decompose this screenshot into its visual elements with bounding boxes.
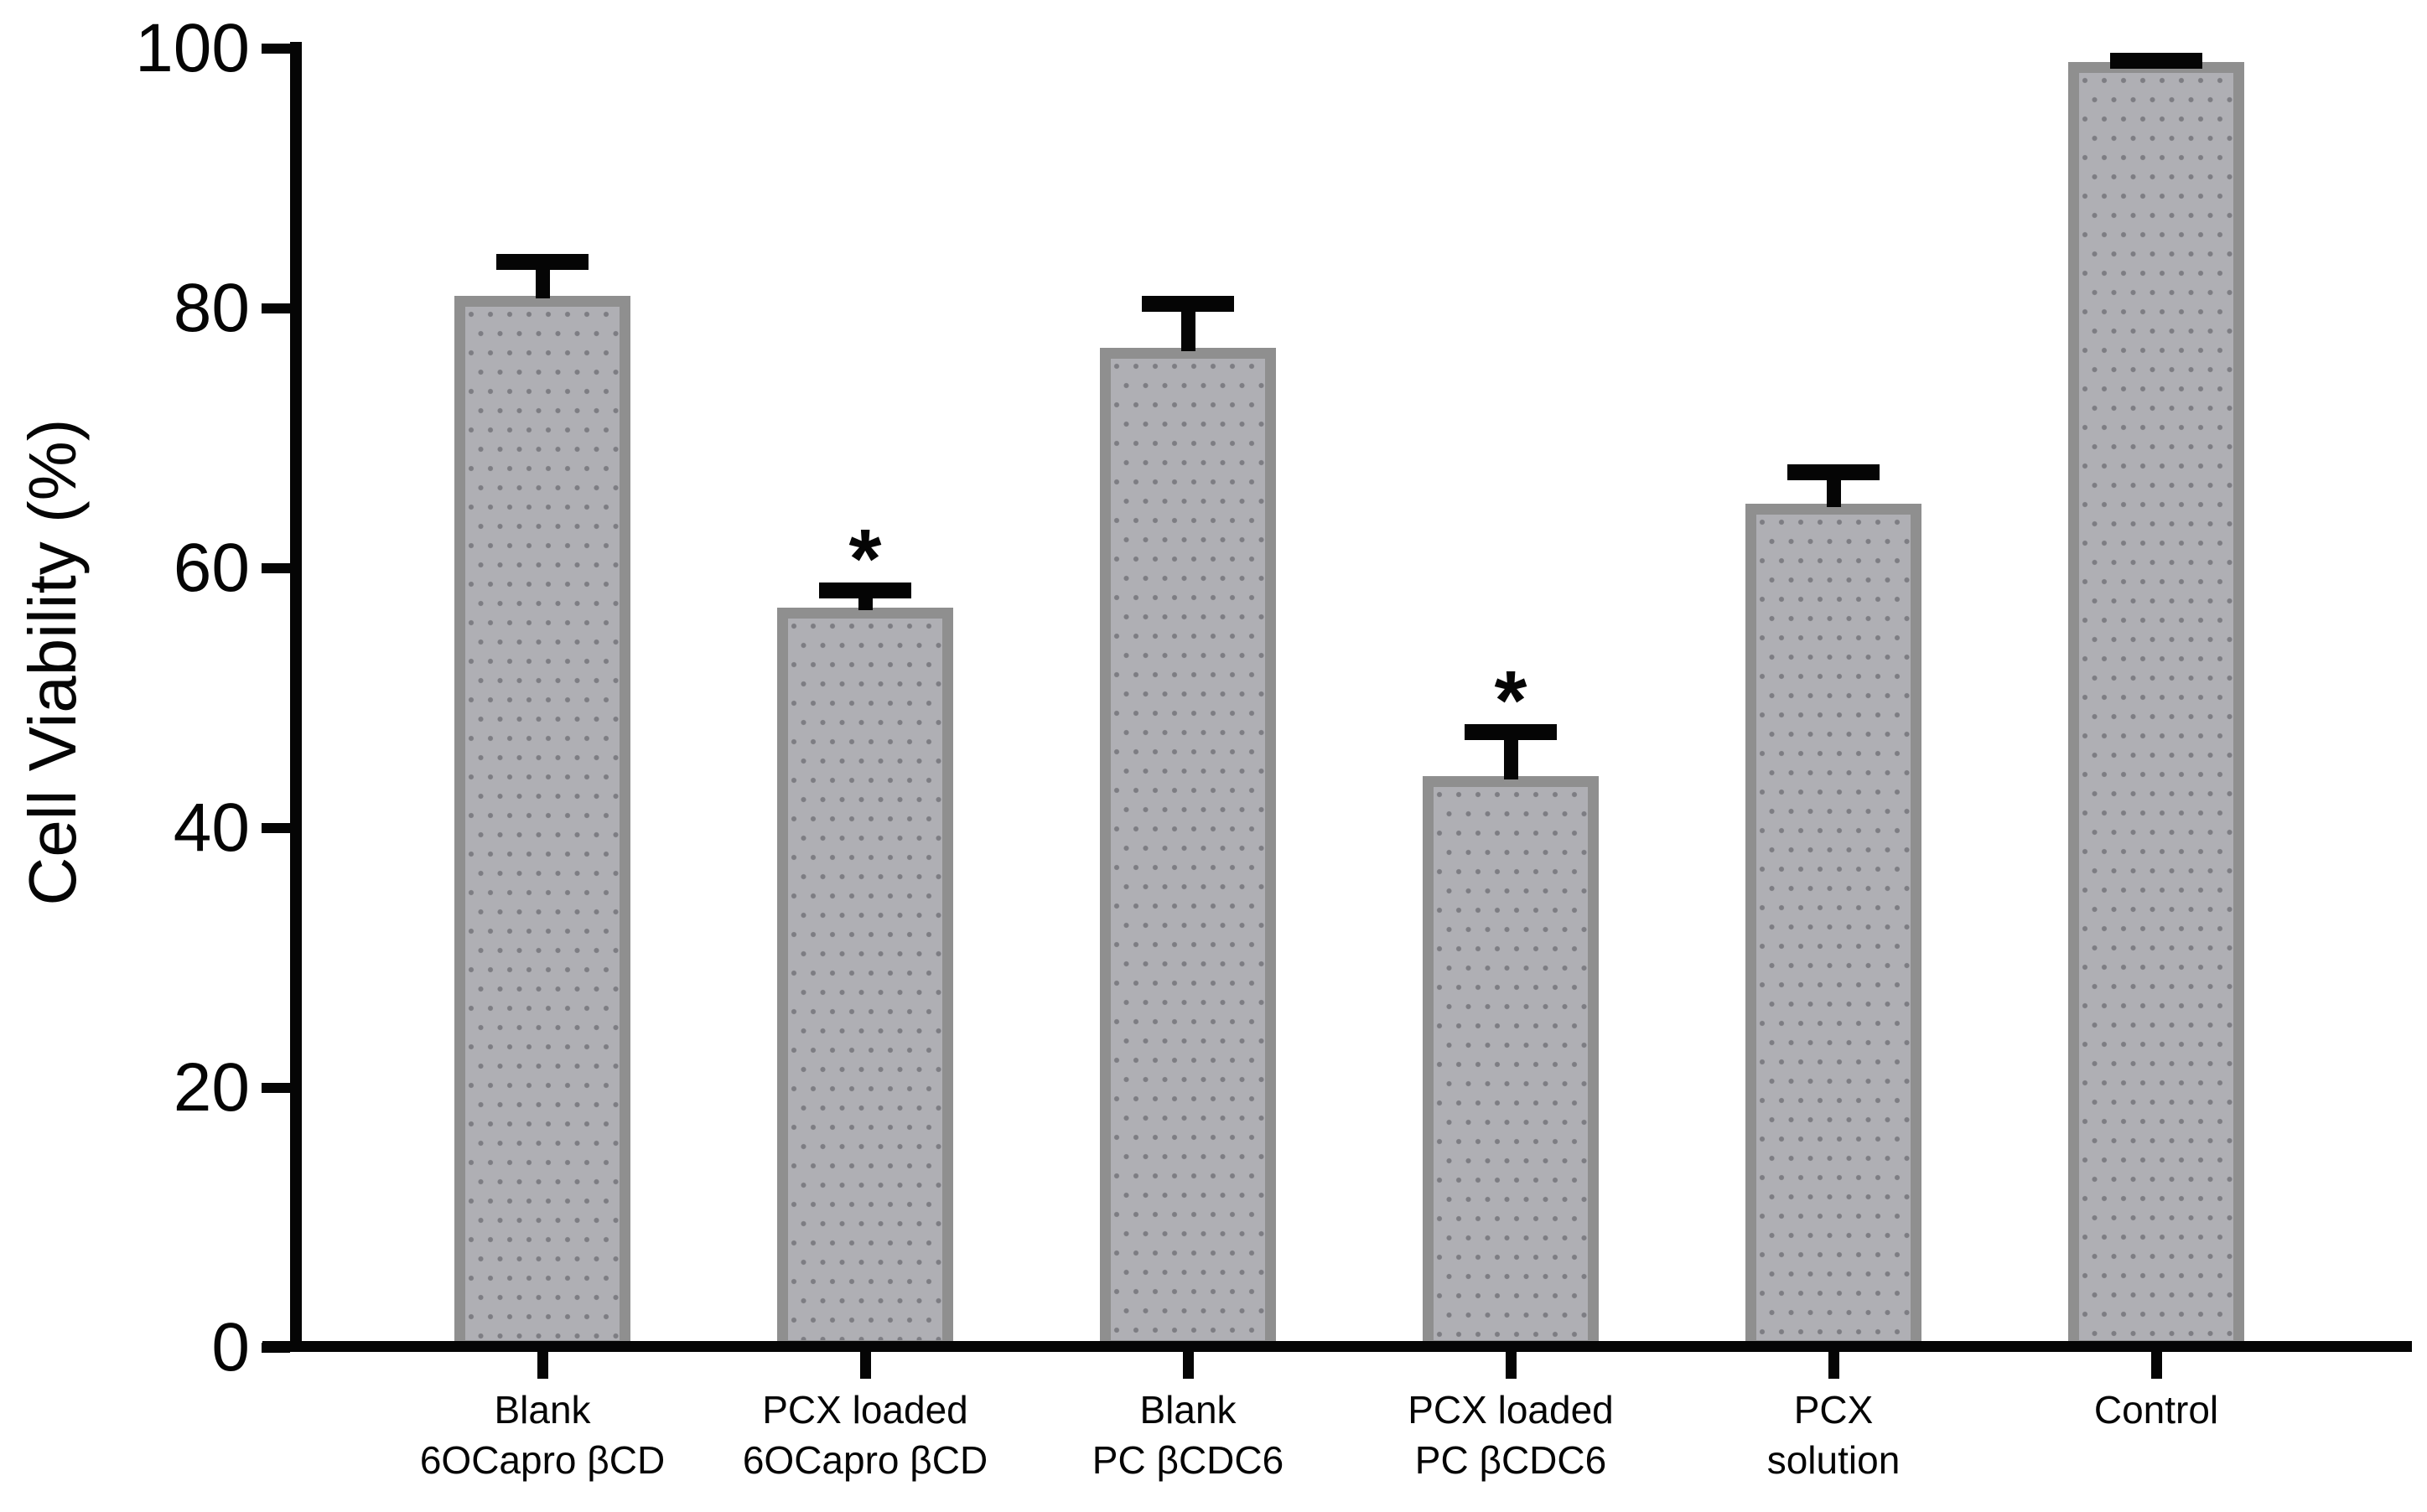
x-category-label: Blank PC βCDC6 — [1092, 1385, 1284, 1485]
error-bar-stem — [535, 267, 550, 299]
error-bar-cap — [1142, 295, 1234, 312]
x-tick-mark — [859, 1352, 871, 1379]
y-tick-label: 60 — [173, 530, 250, 606]
x-category-label-line: PCX loaded — [762, 1388, 968, 1432]
bar — [1745, 503, 1921, 1351]
y-tick-label: 20 — [173, 1049, 250, 1126]
y-tick-mark — [262, 303, 290, 313]
significance-asterisk: * — [1494, 654, 1527, 748]
y-tick-mark — [262, 563, 290, 573]
bar — [1100, 347, 1276, 1351]
x-category-label: PCX loaded PC βCDC6 — [1408, 1385, 1614, 1485]
error-bar-cap — [496, 253, 589, 270]
error-bar-stem — [858, 597, 873, 611]
y-tick-mark — [262, 823, 290, 833]
y-tick-mark — [262, 1083, 290, 1093]
error-bar-cap — [1787, 464, 1880, 480]
bar — [454, 295, 630, 1351]
error-bar-stem — [1503, 738, 1518, 779]
x-tick-mark — [537, 1352, 548, 1379]
x-category-label-line: PCX — [1793, 1388, 1874, 1432]
x-category-label: PCX solution — [1767, 1385, 1901, 1485]
error-bar-stem — [1180, 309, 1195, 351]
x-tick-mark — [1182, 1352, 1194, 1379]
bar — [777, 607, 953, 1351]
x-category-label-line: solution — [1766, 1438, 1901, 1482]
x-category-label-line: 6OCapro βCD — [419, 1438, 666, 1482]
y-tick-label: 0 — [211, 1309, 250, 1385]
error-bar-cap — [819, 583, 911, 599]
bar — [2068, 61, 2244, 1351]
x-category-label: Blank 6OCapro βCD — [420, 1385, 665, 1485]
error-bar-stem — [1826, 479, 1841, 507]
x-category-label: Control — [2094, 1385, 2218, 1435]
x-category-label-line: PC βCDC6 — [1414, 1438, 1607, 1482]
x-category-label: PCX loaded 6OCapro βCD — [743, 1385, 988, 1485]
x-category-label-line: 6OCapro βCD — [742, 1438, 988, 1482]
error-bar-cap — [2110, 52, 2202, 69]
x-tick-mark — [1505, 1352, 1517, 1379]
x-category-label-line: Control — [2093, 1388, 2219, 1432]
x-category-label-line: Blank — [1139, 1388, 1237, 1432]
error-bar-cap — [1465, 724, 1557, 740]
x-category-label-line: Blank — [494, 1388, 591, 1432]
y-tick-label: 40 — [173, 790, 250, 866]
x-tick-mark — [2150, 1352, 2162, 1379]
y-tick-mark — [262, 1343, 290, 1353]
y-tick-label: 80 — [173, 270, 250, 346]
x-category-label-line: PC βCDC6 — [1092, 1438, 1284, 1482]
y-tick-label: 100 — [135, 10, 250, 86]
x-category-label-line: PCX loaded — [1408, 1388, 1614, 1432]
y-tick-mark — [262, 44, 290, 54]
x-axis-line — [262, 1341, 2412, 1352]
bar — [1423, 776, 1599, 1351]
y-axis-line — [290, 42, 302, 1352]
x-tick-mark — [1828, 1352, 1839, 1379]
significance-asterisk: * — [848, 512, 882, 607]
